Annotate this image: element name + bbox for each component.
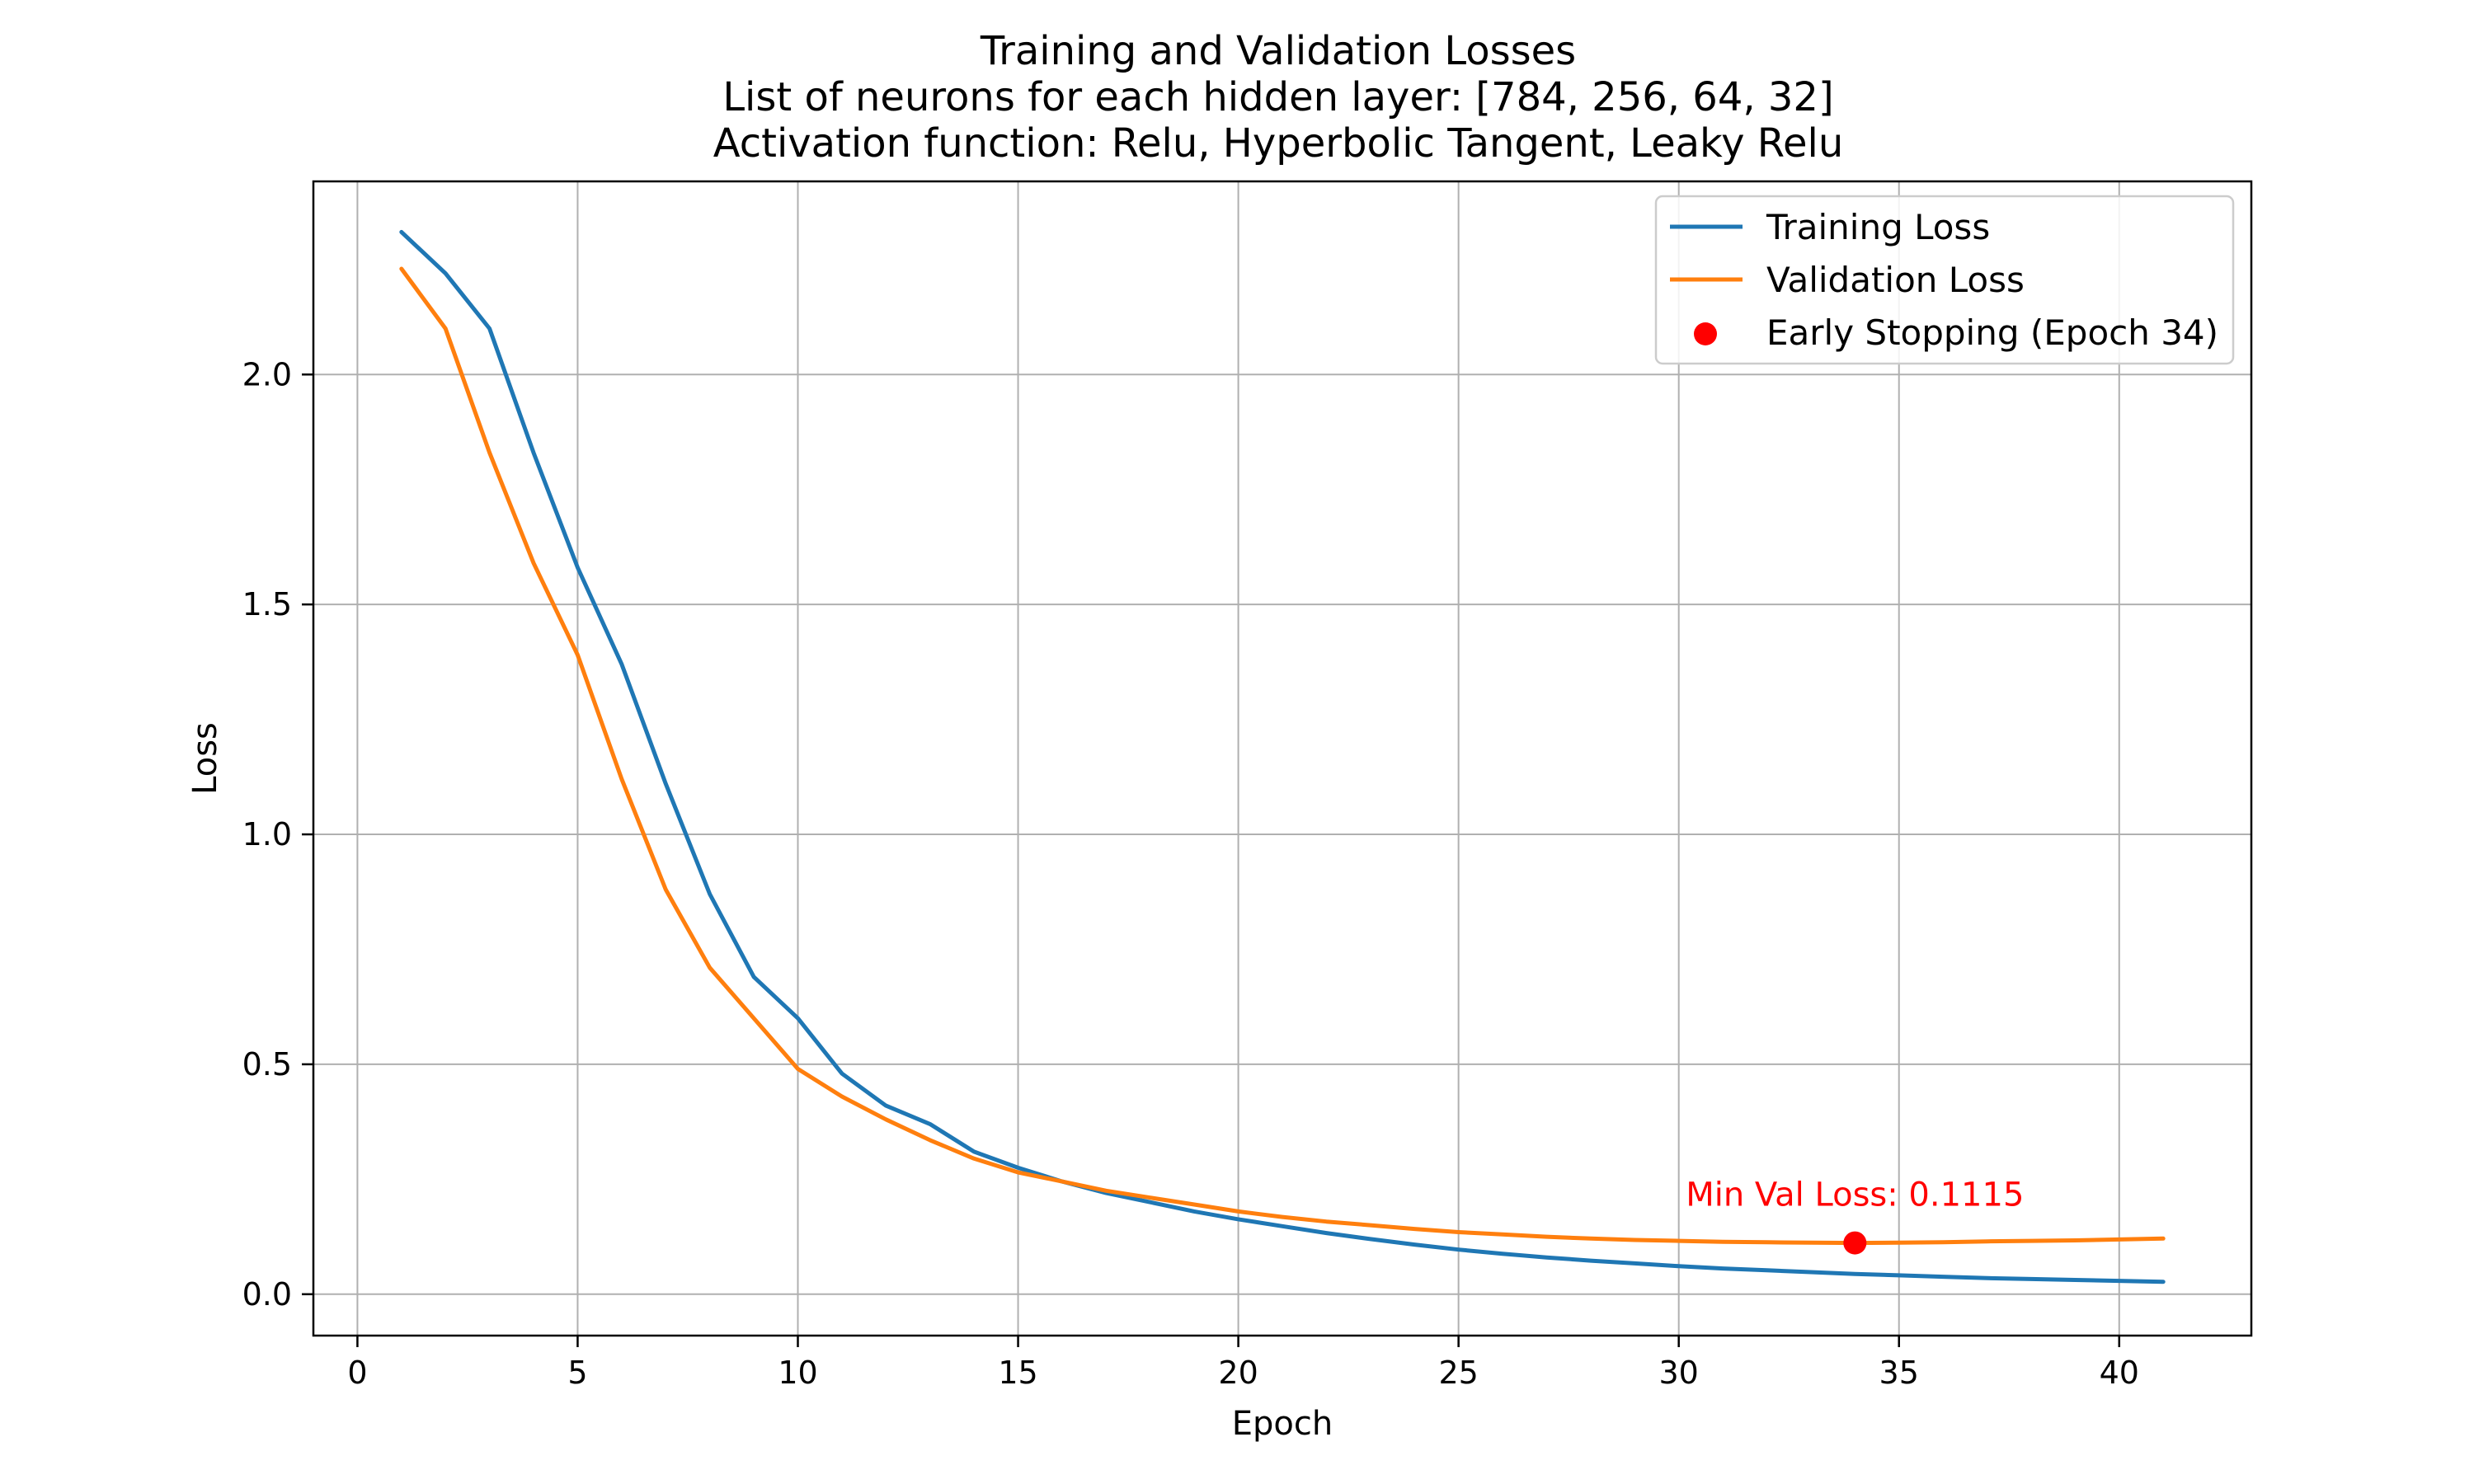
legend: Training Loss Validation Loss Early Stop…: [1654, 195, 2235, 365]
x-tick-label: 40: [2100, 1355, 2139, 1391]
chart-title: Training and Validation Losses: [980, 28, 1576, 74]
plot-frame: [312, 180, 2253, 1337]
x-tick-label: 5: [567, 1355, 587, 1391]
x-tick-label: 15: [998, 1355, 1037, 1391]
chart-subtitle-neurons: List of neurons for each hidden layer: […: [722, 74, 1833, 120]
legend-training-label: Training Loss: [1766, 207, 1990, 247]
y-tick-label: 0.5: [242, 1046, 292, 1082]
series-lines: [399, 229, 2166, 1284]
y-tick-label: 0.0: [242, 1276, 292, 1313]
x-tick-label: 10: [778, 1355, 817, 1391]
x-tick-label: 30: [1659, 1355, 1699, 1391]
y-axis-label: Loss: [186, 722, 224, 795]
y-tick-label: 1.0: [242, 816, 292, 852]
validation-loss-line: [399, 266, 2166, 1246]
chart-subtitle-activation: Activation function: Relu, Hyperbolic Ta…: [713, 120, 1844, 167]
min-val-loss-annotation: Min Val Loss: 0.1115: [1686, 1176, 2024, 1214]
grid-lines: [313, 181, 2251, 1336]
y-tick-label: 1.5: [242, 586, 292, 622]
y-tick-label: 2.0: [242, 356, 292, 392]
early-stopping-layer: [1843, 1231, 1867, 1255]
legend-early-stopping-label: Early Stopping (Epoch 34): [1766, 312, 2218, 353]
early-stopping-marker: [1843, 1231, 1867, 1255]
x-tick-label: 35: [1879, 1355, 1919, 1391]
x-axis-label: Epoch: [1232, 1405, 1333, 1443]
x-tick-label: 25: [1438, 1355, 1478, 1391]
training-loss-line: [399, 229, 2166, 1284]
legend-box: [1654, 195, 2235, 365]
legend-early-stopping-marker: [1694, 322, 1717, 345]
x-tick-label: 0: [347, 1355, 367, 1391]
axis-ticks: 0 5 10 15 20 25 30 35 40 0.0 0.5 1.0 1.5 2.0: [242, 356, 2139, 1391]
legend-validation-label: Validation Loss: [1766, 260, 2025, 300]
x-tick-label: 20: [1218, 1355, 1258, 1391]
